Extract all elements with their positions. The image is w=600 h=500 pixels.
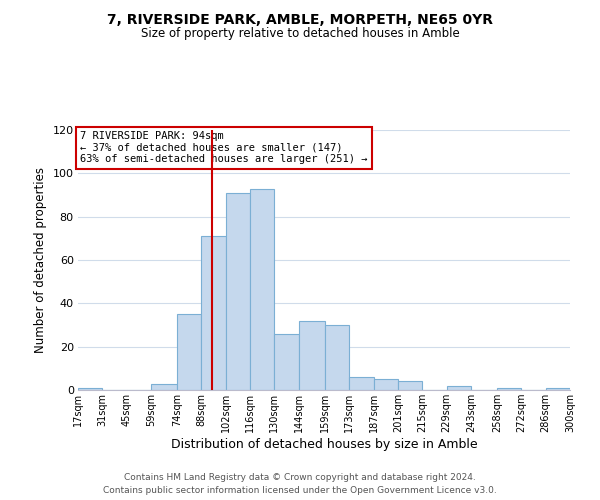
Bar	[177, 314, 202, 390]
Text: Size of property relative to detached houses in Amble: Size of property relative to detached ho…	[140, 28, 460, 40]
X-axis label: Distribution of detached houses by size in Amble: Distribution of detached houses by size …	[170, 438, 478, 451]
Bar	[497, 388, 521, 390]
Text: Contains HM Land Registry data © Crown copyright and database right 2024.: Contains HM Land Registry data © Crown c…	[124, 472, 476, 482]
Bar	[446, 386, 471, 390]
Text: Contains public sector information licensed under the Open Government Licence v3: Contains public sector information licen…	[103, 486, 497, 495]
Bar	[299, 320, 325, 390]
Text: 7 RIVERSIDE PARK: 94sqm
← 37% of detached houses are smaller (147)
63% of semi-d: 7 RIVERSIDE PARK: 94sqm ← 37% of detache…	[80, 132, 368, 164]
Bar	[545, 388, 570, 390]
Y-axis label: Number of detached properties: Number of detached properties	[34, 167, 47, 353]
Bar	[78, 388, 103, 390]
Text: 7, RIVERSIDE PARK, AMBLE, MORPETH, NE65 0YR: 7, RIVERSIDE PARK, AMBLE, MORPETH, NE65 …	[107, 12, 493, 26]
Bar	[274, 334, 299, 390]
Bar	[202, 236, 226, 390]
Bar	[226, 193, 250, 390]
Bar	[325, 325, 349, 390]
Bar	[349, 377, 374, 390]
Bar	[250, 188, 274, 390]
Bar	[151, 384, 177, 390]
Bar	[398, 382, 422, 390]
Bar	[374, 379, 398, 390]
